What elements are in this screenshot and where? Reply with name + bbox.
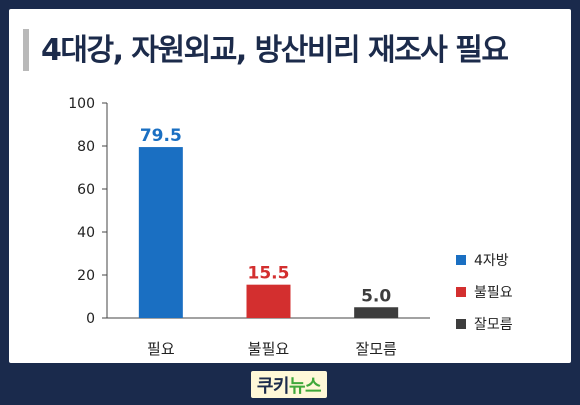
x-category-label: 잘모름	[355, 340, 397, 358]
bar	[246, 284, 291, 318]
bar-value-label: 5.0	[361, 286, 391, 306]
logo-text-dark: 쿠키	[256, 375, 290, 397]
y-tick-label: 20	[77, 268, 95, 284]
bar-value-label: 79.5	[140, 126, 182, 146]
y-tick-label: 80	[77, 139, 95, 155]
y-tick-label: 60	[77, 182, 95, 198]
x-category-label: 필요	[147, 340, 175, 358]
y-tick-label: 0	[86, 311, 95, 327]
legend-swatch	[456, 255, 466, 265]
y-tick-label: 100	[68, 96, 95, 112]
bars: 79.5 필요 15.5 불필요 5.0 잘모름	[138, 126, 399, 358]
y-tick-label: 40	[77, 225, 95, 241]
legend-swatch	[456, 319, 466, 329]
bar	[138, 147, 183, 318]
y-axis: 0 20 40 60 80 100	[68, 96, 430, 327]
legend-label: 불필요	[474, 285, 513, 301]
kuki-news-logo[interactable]: 쿠키뉴스	[251, 371, 327, 398]
footer: 쿠키뉴스	[0, 363, 580, 405]
bar-value-label: 15.5	[248, 264, 290, 284]
legend-swatch	[456, 287, 466, 297]
chart-title: 4대강, 자원외교, 방산비리 재조사 필요	[41, 33, 509, 68]
legend-label: 4자방	[474, 253, 509, 269]
title-accent-bar	[23, 29, 29, 71]
bar	[354, 307, 399, 318]
logo-text-green: 뉴스	[289, 375, 322, 397]
x-category-label: 불필요	[248, 340, 290, 358]
legend-label: 잘모름	[474, 317, 513, 333]
